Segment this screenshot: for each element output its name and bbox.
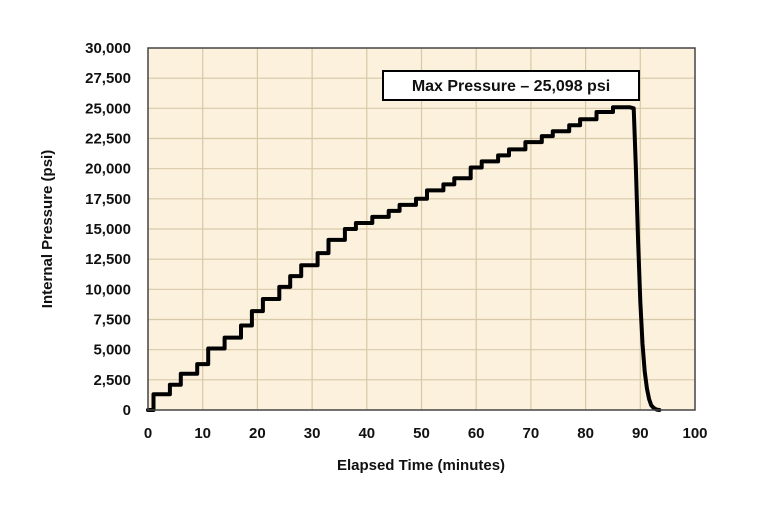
x-tick-label: 60	[468, 425, 485, 442]
y-tick-label: 27,500	[85, 70, 131, 87]
x-tick-label: 90	[632, 425, 649, 442]
y-tick-label: 25,000	[85, 100, 131, 117]
x-tick-label: 0	[144, 425, 152, 442]
x-tick-label: 50	[413, 425, 430, 442]
x-axis-title: Elapsed Time (minutes)	[337, 457, 505, 474]
x-tick-label: 10	[194, 425, 211, 442]
annotation-box	[382, 70, 640, 101]
x-axis-ticks: 0 10 20 30 40 50 60 70 80 90 100	[144, 425, 708, 442]
x-tick-label: 30	[304, 425, 321, 442]
y-tick-label: 2,500	[93, 372, 131, 389]
x-tick-label: 80	[577, 425, 594, 442]
y-axis-title: Internal Pressure (psi)	[39, 150, 56, 308]
max-pressure-annotation: Max Pressure – 25,098 psi	[382, 70, 640, 101]
y-tick-label: 10,000	[85, 281, 131, 298]
plot-border	[147, 47, 696, 411]
y-tick-label: 20,000	[85, 161, 131, 178]
annotation-text: Max Pressure – 25,098 psi	[412, 78, 610, 95]
x-tick-label: 100	[682, 425, 707, 442]
x-tick-label: 70	[523, 425, 540, 442]
y-tick-label: 17,500	[85, 191, 131, 208]
x-tick-label: 40	[358, 425, 375, 442]
y-axis-ticks: 0 2,500 5,000 7,500 10,000 12,500 15,000 17,500…	[85, 40, 131, 419]
y-tick-label: 12,500	[85, 251, 131, 268]
y-tick-label: 22,500	[85, 131, 131, 148]
y-tick-label: 30,000	[85, 40, 131, 57]
y-tick-label: 7,500	[93, 312, 131, 329]
x-tick-label: 20	[249, 425, 266, 442]
y-tick-label: 5,000	[93, 342, 131, 359]
y-tick-label: 0	[123, 402, 131, 419]
y-tick-label: 15,000	[85, 221, 131, 238]
pressure-series-line	[146, 105, 662, 412]
